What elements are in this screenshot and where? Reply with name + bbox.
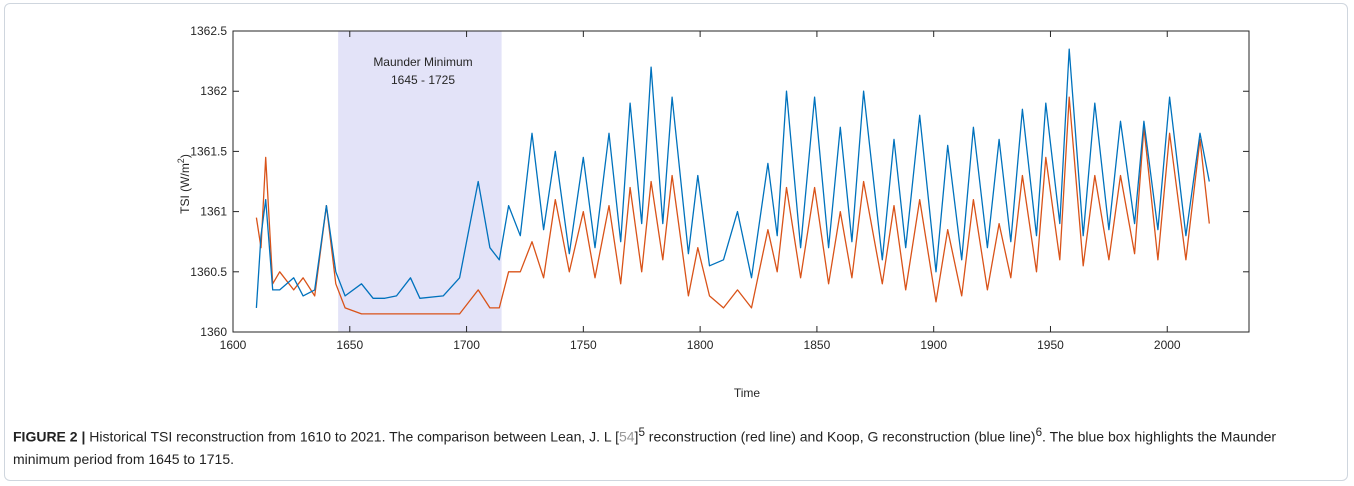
caption: FIGURE 2 | Historical TSI reconstruction… (13, 422, 1333, 470)
x-tick-label: 1600 (220, 338, 247, 352)
y-tick-label: 1361.5 (190, 144, 227, 158)
x-tick-label: 1700 (453, 338, 480, 352)
x-tick-label: 1750 (570, 338, 597, 352)
x-axis-label: Time (734, 386, 761, 400)
caption-label: FIGURE 2 | (13, 428, 86, 445)
y-label-main: TSI (W/m (178, 163, 192, 214)
series-line (255, 96, 1210, 315)
y-tick-label: 1362 (200, 84, 227, 98)
plot-frame (232, 30, 1250, 333)
annotation: Maunder Minimum (373, 55, 472, 69)
figure: Time TSI (W/m2) Maunder Minimum 1645 - 17… (4, 3, 1348, 481)
x-tick-label: 1800 (687, 338, 714, 352)
series-line (255, 48, 1210, 308)
caption-text: . The blue box highlights the Maunder mi… (13, 428, 1277, 467)
chart: Time TSI (W/m2) Maunder Minimum 1645 - 17… (176, 24, 1250, 400)
y-label-end: ) (178, 154, 192, 158)
shaded-period (338, 31, 502, 332)
y-axis-label: TSI (W/m2) (176, 154, 192, 214)
caption-ref: 54 (618, 428, 635, 445)
caption-sup: 5 (638, 426, 645, 439)
x-tick-label: 1650 (336, 338, 363, 352)
y-tick-label: 1362.5 (190, 24, 227, 38)
x-tick-label: 1850 (804, 338, 831, 352)
caption-text: ] (634, 428, 639, 445)
x-tick-label: 2000 (1154, 338, 1181, 352)
y-label-sup: 2 (176, 158, 186, 163)
y-tick-label: 1361 (200, 205, 227, 219)
x-tick-label: 1900 (920, 338, 947, 352)
x-tick-label: 1950 (1037, 338, 1064, 352)
y-tick-label: 1360 (200, 325, 227, 339)
caption-text: reconstruction (red line) and Koop, G re… (644, 428, 1036, 445)
caption-sup: 6 (1035, 426, 1043, 439)
y-tick-label: 1360.5 (190, 265, 227, 279)
caption-text: Historical TSI reconstruction from 1610 … (89, 428, 619, 445)
annotation: 1645 - 1725 (391, 73, 455, 87)
